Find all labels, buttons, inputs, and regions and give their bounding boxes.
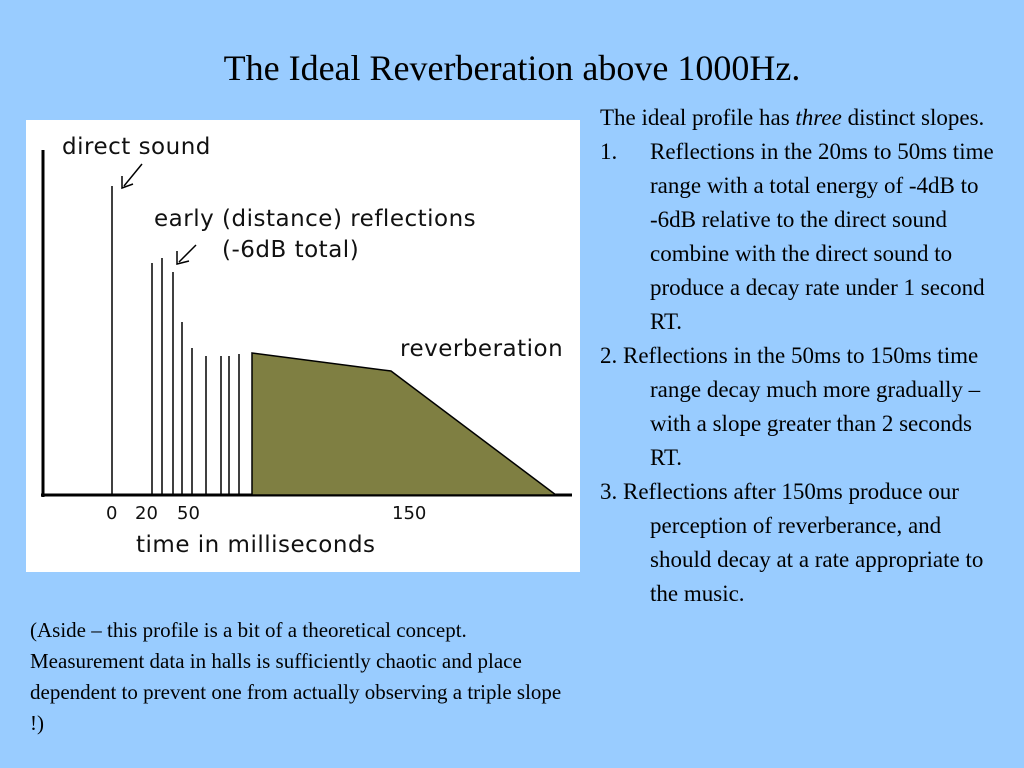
x-tick-label: 20	[135, 503, 158, 524]
early-reflections	[151, 258, 240, 495]
early-reflections-arrow	[178, 244, 197, 263]
early-reflections-arrowhead	[176, 251, 190, 265]
list-item: 1. Reflections in the 20ms to 50ms time r…	[600, 135, 1005, 339]
item-text: Reflections in the 20ms to 50ms time ran…	[650, 139, 994, 334]
x-tick-label: 0	[106, 503, 117, 524]
intro-emphasis: three	[795, 105, 842, 130]
direct-sound-label: direct sound	[62, 134, 211, 160]
intro-paragraph: The ideal profile has three distinct slo…	[600, 101, 1005, 135]
explanation-text: The ideal profile has three distinct slo…	[600, 101, 1005, 611]
direct-sound-arrowhead	[121, 176, 134, 190]
diagram-svg: direct sound early (distance) reflection…	[41, 134, 572, 558]
x-tick-label: 150	[392, 503, 426, 524]
intro-text-end: distinct slopes.	[841, 105, 985, 130]
intro-text: The ideal profile has	[600, 105, 796, 130]
slide-title: The Ideal Reverberation above 1000Hz.	[223, 48, 801, 88]
x-tick-label: 50	[177, 503, 200, 524]
item-number: 1.	[600, 139, 618, 164]
early-reflections-note: (-6dB total)	[222, 237, 359, 263]
item-text: Reflections after 150ms produce our perc…	[623, 479, 984, 606]
item-number: 2.	[600, 343, 618, 368]
item-number: 3.	[600, 479, 618, 504]
reverberation-diagram: direct sound early (distance) reflection…	[26, 120, 580, 572]
reverberation-tail	[251, 352, 559, 496]
list-item: 2. Reflections in the 50ms to 150ms time…	[600, 339, 1005, 475]
aside-note: (Aside – this profile is a bit of a theo…	[30, 618, 562, 735]
reverberation-label: reverberation	[400, 336, 563, 362]
list-item: 3. Reflections after 150ms produce our p…	[600, 475, 1005, 611]
early-reflections-label: early (distance) reflections	[154, 206, 476, 232]
item-text: Reflections in the 50ms to 150ms time ra…	[623, 343, 981, 470]
direct-sound-arrow	[123, 163, 143, 187]
x-axis-label: time in milliseconds	[136, 532, 376, 558]
